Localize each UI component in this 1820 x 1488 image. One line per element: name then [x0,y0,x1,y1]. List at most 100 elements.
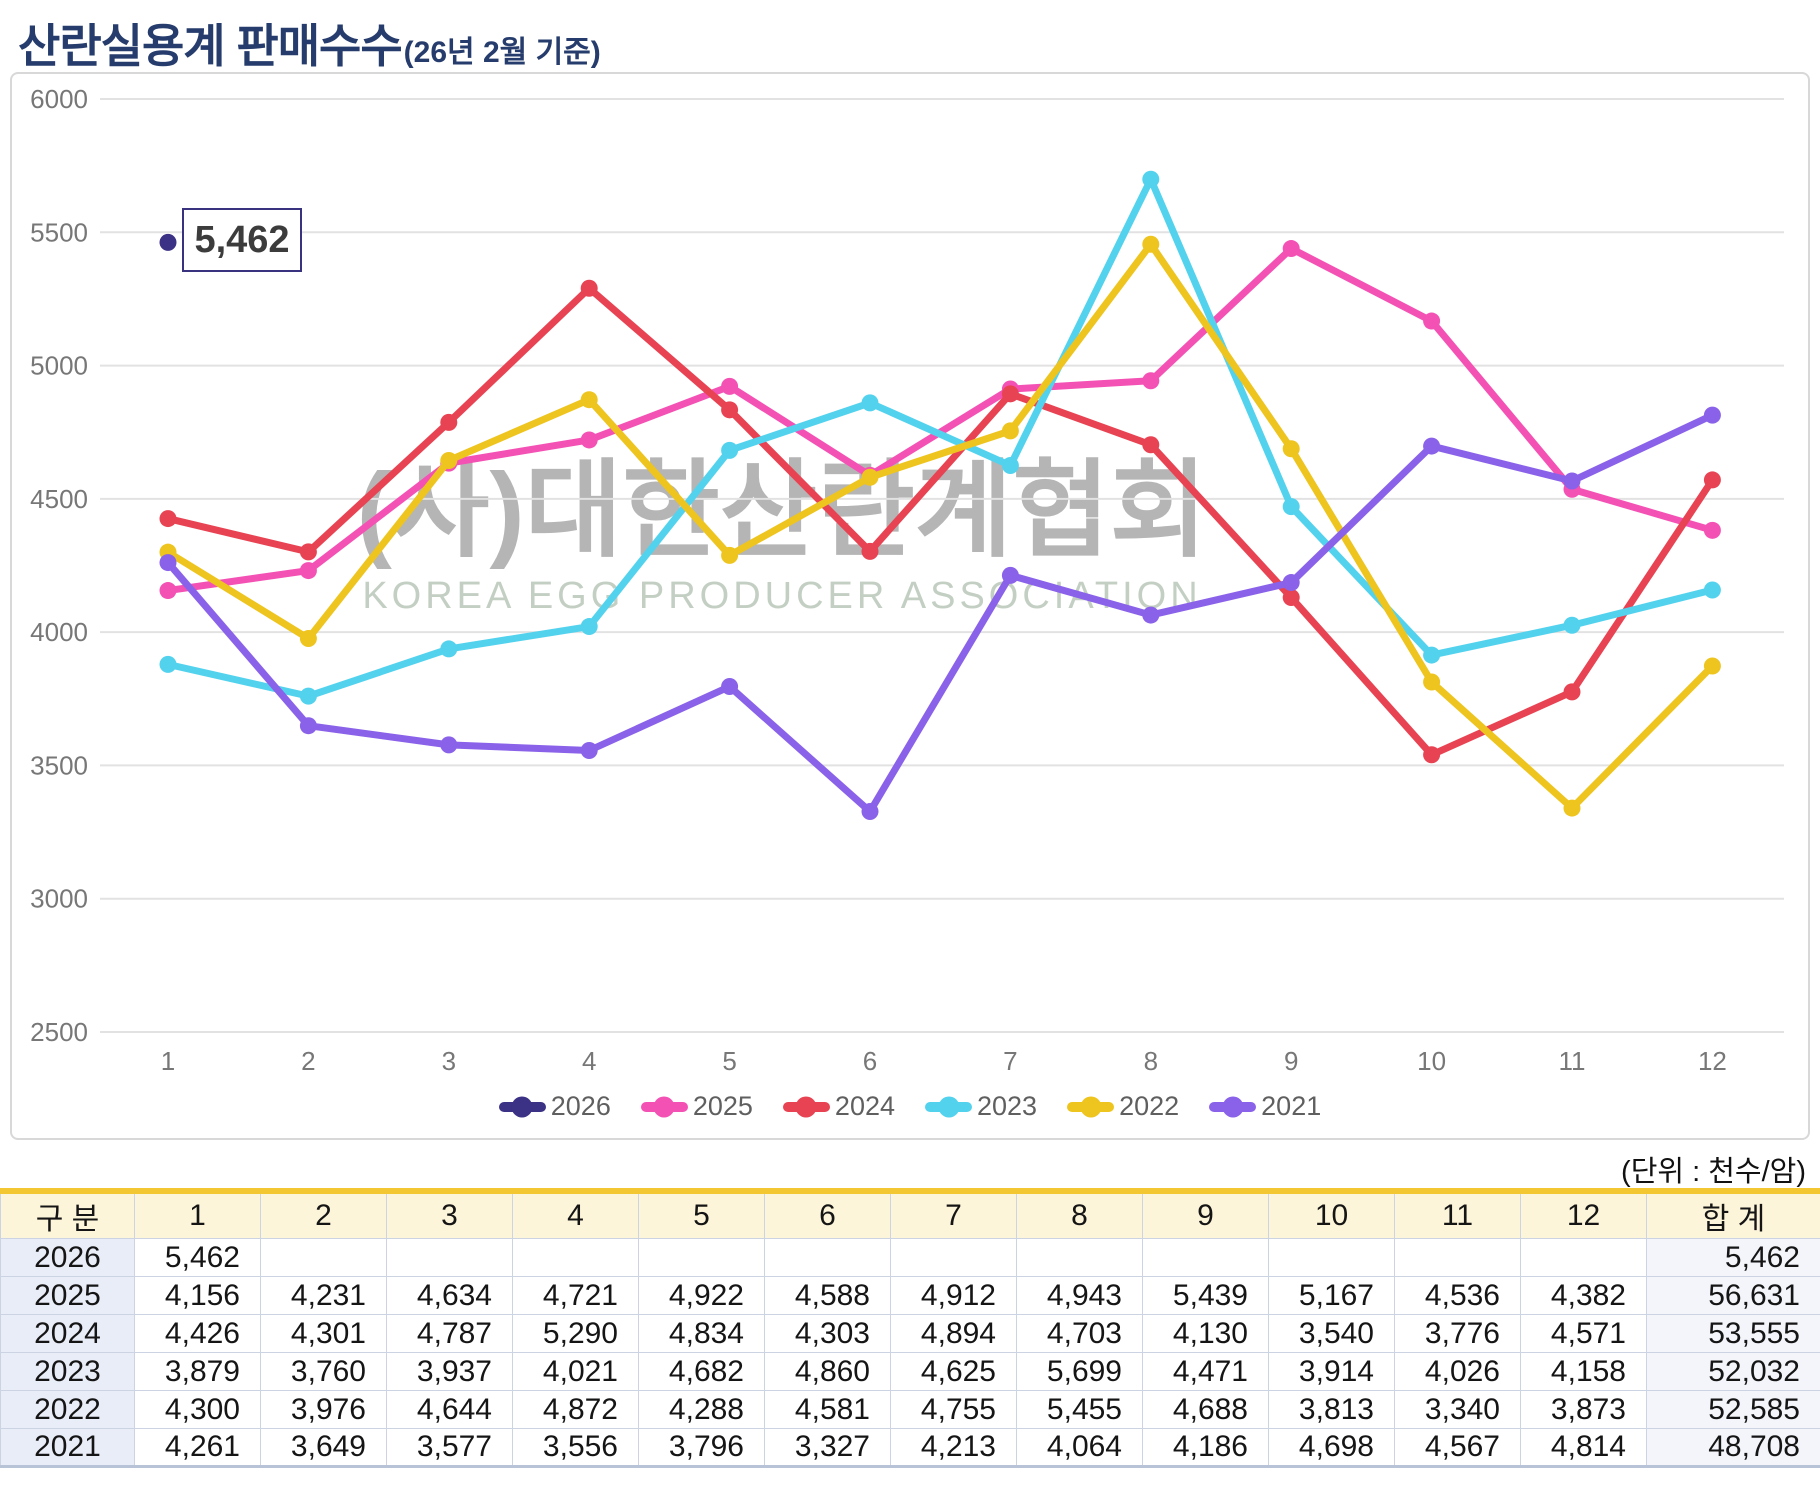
legend-label-2021: 2021 [1261,1091,1322,1121]
table-header-cell: 구 분 [0,1190,135,1239]
value-cell: 3,914 [1268,1352,1395,1391]
legend-marker-icon [653,1096,675,1117]
data-point-2022 [1142,235,1160,253]
data-point-2024 [159,510,177,528]
table-header-cell: 9 [1142,1190,1269,1239]
data-point-2022 [721,546,739,564]
row-label-cell: 2024 [0,1314,135,1353]
data-point-2023 [1282,498,1300,516]
data-point-2024 [580,279,598,297]
x-axis-tick-label: 11 [1559,1046,1586,1076]
data-point-2024 [721,401,739,419]
value-cell [1394,1238,1521,1277]
data-point-2025 [159,582,177,600]
data-point-2025 [1282,240,1300,258]
value-cell: 4,064 [1016,1428,1143,1467]
value-cell: 3,760 [260,1352,387,1391]
data-point-2021 [299,717,317,735]
value-cell: 4,755 [890,1390,1017,1429]
data-point-2021 [1563,472,1581,490]
value-cell: 5,167 [1268,1276,1395,1315]
data-point-2023 [1703,581,1721,599]
value-cell: 4,787 [386,1314,513,1353]
data-table: 구 분 1 2 3 4 5 6 7 8 9 10 11 12 합 계 2026 5,462 5,462 2025… [0,1188,1820,1468]
data-point-2025 [299,562,317,580]
table-header-cell: 3 [386,1190,513,1239]
value-cell: 4,688 [1142,1390,1269,1429]
value-cell: 4,301 [260,1314,387,1353]
value-cell [638,1238,765,1277]
value-cell [1520,1238,1647,1277]
data-point-2025 [721,377,739,395]
legend-swatch-2021 [1209,1096,1257,1117]
value-cell: 4,213 [890,1428,1017,1467]
total-cell: 52,585 [1646,1390,1820,1429]
data-point-2023 [1142,170,1160,188]
data-point-2022 [1703,657,1721,675]
value-cell: 4,300 [134,1390,261,1429]
x-axis-tick-label: 2 [301,1046,315,1076]
value-cell: 4,860 [764,1352,891,1391]
data-point-2021 [861,803,879,821]
legend-swatch-2024 [782,1096,830,1117]
table-header-cell: 2 [260,1190,387,1239]
data-point-2025 [1423,312,1441,330]
legend-swatch-2022 [1067,1096,1115,1117]
row-label-cell: 2026 [0,1238,135,1277]
legend-swatch-2026 [498,1096,546,1117]
value-cell: 3,577 [386,1428,513,1467]
x-axis-tick-label: 6 [863,1046,877,1076]
chart-legend: 2026 2025 2024 2023 2022 2021 [12,1091,1808,1122]
legend-item-2022[interactable]: 2022 [1067,1091,1179,1122]
data-point-2024 [440,413,458,431]
legend-item-2026[interactable]: 2026 [498,1091,611,1122]
data-point-2021 [1142,606,1160,624]
table-row-2021: 2021 4,261 3,649 3,577 3,556 3,796 3,327 4,213 4… [0,1428,1820,1467]
table-header-cell: 7 [890,1190,1017,1239]
data-point-2025 [580,431,598,449]
value-cell: 4,912 [890,1276,1017,1315]
y-axis-tick-label: 3500 [30,750,88,780]
unit-note: (단위 : 천수/암) [1621,1156,1806,1188]
data-point-2022 [299,630,317,648]
data-point-2023 [299,687,317,705]
legend-item-2021[interactable]: 2021 [1209,1091,1321,1122]
legend-item-2023[interactable]: 2023 [925,1091,1037,1122]
y-axis-tick-label: 4500 [30,484,88,514]
legend-marker-icon [938,1096,959,1117]
value-cell: 4,231 [260,1276,387,1315]
x-axis-tick-label: 9 [1284,1046,1298,1076]
table-row-2026: 2026 5,462 5,462 [0,1238,1820,1277]
data-point-2026 [159,233,177,251]
table-row-2025: 2025 4,156 4,231 4,634 4,721 4,922 4,588 4,912 4… [0,1276,1820,1315]
value-cell: 4,682 [638,1352,765,1391]
data-point-2021 [721,678,739,696]
data-point-2022 [1423,673,1441,691]
x-axis-tick-label: 3 [442,1046,456,1076]
x-axis-tick-label: 8 [1144,1046,1158,1076]
row-label-cell: 2021 [0,1428,135,1467]
data-point-2024 [1142,436,1160,454]
value-cell: 4,288 [638,1390,765,1429]
legend-item-2025[interactable]: 2025 [640,1091,753,1122]
value-cell: 4,644 [386,1390,513,1429]
legend-label-2025: 2025 [692,1091,753,1121]
data-point-2022 [861,468,879,486]
series-line-2023 [164,175,1716,700]
value-cell: 3,327 [764,1428,891,1467]
value-cell: 4,261 [134,1428,261,1467]
table-row-2024: 2024 4,426 4,301 4,787 5,290 4,834 4,303 4,894 4… [0,1314,1820,1353]
data-point-2023 [1423,646,1441,664]
data-point-2021 [1282,574,1300,592]
data-point-2023 [440,640,458,658]
value-cell: 4,703 [1016,1314,1143,1353]
value-cell: 4,303 [764,1314,891,1353]
page-title-suffix: (26년 2월 기준) [403,36,601,69]
legend-item-2024[interactable]: 2024 [782,1091,895,1122]
value-cell: 4,026 [1394,1352,1521,1391]
data-point-2021 [580,742,598,760]
data-point-2023 [1001,457,1019,475]
table-header-row: 구 분 1 2 3 4 5 6 7 8 9 10 11 12 합 계 [0,1190,1820,1239]
value-cell: 3,556 [512,1428,639,1467]
value-cell: 4,588 [764,1276,891,1315]
